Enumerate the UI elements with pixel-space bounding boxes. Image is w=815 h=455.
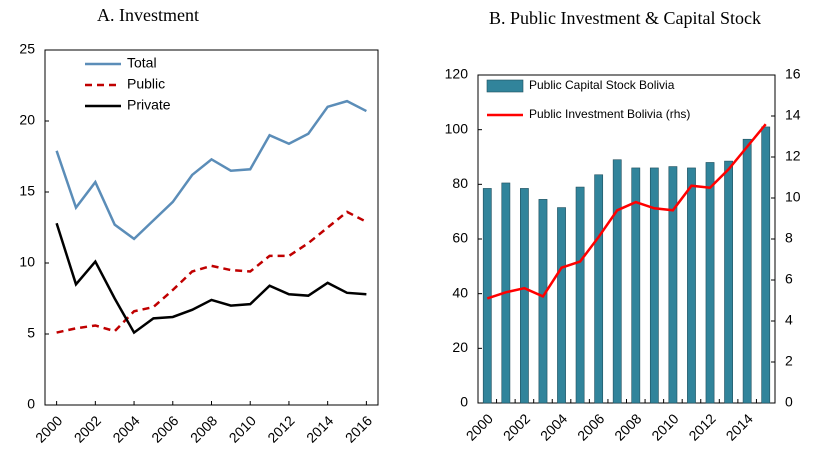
y2-tick-label: 6 (785, 271, 793, 287)
x-tick-label: 2004 (537, 410, 570, 443)
y-tick-label: 60 (452, 230, 468, 246)
bar (742, 138, 752, 404)
line-series (486, 123, 767, 300)
bar (538, 199, 548, 404)
x-tick-label: 2000 (32, 412, 65, 445)
y-tick-label: 25 (19, 41, 35, 57)
bar (612, 159, 622, 404)
x-tick-label: 2010 (648, 410, 681, 443)
legend-label: Private (127, 97, 171, 113)
x-tick-label: 2016 (342, 412, 375, 445)
bar (668, 166, 678, 404)
x-tick-label: 2012 (264, 412, 297, 445)
bar (520, 188, 529, 404)
plot-frame (44, 49, 379, 406)
x-tick-label: 2002 (500, 410, 533, 443)
y-tick-label: 15 (19, 183, 35, 199)
y-tick-label: 5 (27, 325, 35, 341)
y-tick-label: 100 (445, 120, 469, 136)
y2-tick-label: 10 (785, 189, 801, 205)
x-tick-label: 2004 (109, 412, 142, 445)
x-tick-label: 2000 (463, 410, 496, 443)
x-tick-label: 2006 (574, 410, 607, 443)
line-series (55, 99, 367, 241)
y2-tick-label: 0 (785, 394, 793, 410)
y-tick-label: 80 (452, 175, 468, 191)
bar (724, 160, 733, 404)
legend-label: Public Investment Bolivia (rhs) (529, 107, 690, 121)
legend-swatch (486, 79, 524, 93)
bar (649, 167, 659, 404)
legend-label: Public Capital Stock Bolivia (529, 78, 675, 92)
x-tick-label: 2014 (303, 412, 336, 445)
y-tick-label: 20 (452, 339, 468, 355)
bar (482, 188, 492, 404)
chart-title: A. Investment (97, 5, 199, 25)
x-tick-label: 2010 (226, 412, 259, 445)
x-tick-label: 2002 (71, 412, 104, 445)
y2-tick-label: 8 (785, 230, 793, 246)
y-tick-label: 40 (452, 284, 468, 300)
y-tick-label: 120 (445, 66, 469, 82)
bar (687, 167, 696, 404)
y2-tick-label: 16 (785, 66, 801, 82)
y-tick-label: 10 (19, 254, 35, 270)
x-tick-label: 2006 (148, 412, 181, 445)
bar (705, 162, 715, 404)
x-tick-label: 2008 (611, 410, 644, 443)
bar (557, 207, 566, 404)
x-tick-label: 2014 (723, 410, 756, 443)
line-series (56, 210, 367, 334)
x-tick-label: 2008 (187, 412, 220, 445)
y-tick-label: 0 (460, 394, 468, 410)
y2-tick-label: 4 (785, 312, 793, 328)
y2-tick-label: 12 (785, 148, 801, 164)
legend-label: Total (127, 55, 157, 71)
bar (594, 174, 604, 404)
bar (575, 186, 585, 404)
y-tick-label: 0 (27, 396, 35, 412)
legend-label: Public (127, 76, 165, 92)
bar (761, 126, 771, 404)
y2-tick-label: 14 (785, 107, 801, 123)
bar (631, 167, 641, 404)
chart-title: B. Public Investment & Capital Stock (489, 8, 761, 28)
y2-tick-label: 2 (785, 353, 793, 369)
line-series (55, 222, 367, 335)
x-tick-label: 2012 (685, 410, 718, 443)
y-tick-label: 20 (19, 112, 35, 128)
